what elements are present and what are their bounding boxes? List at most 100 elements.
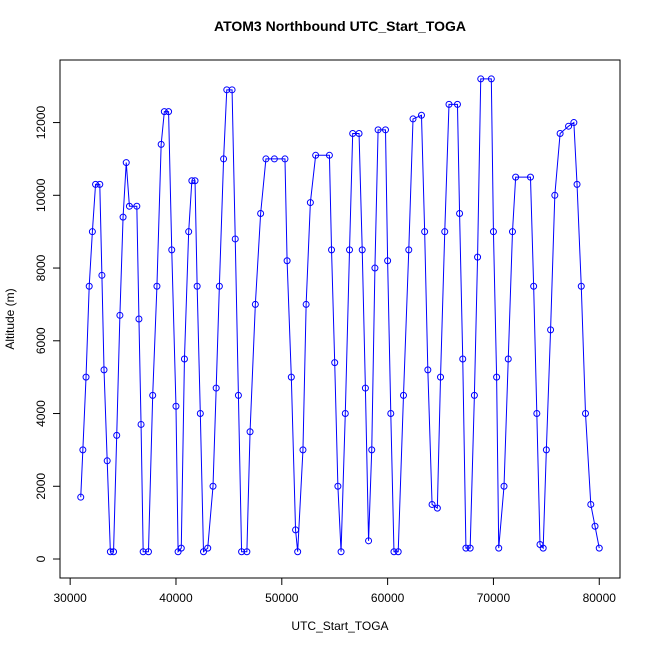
point <box>180 355 188 363</box>
point <box>526 173 534 181</box>
point <box>231 235 239 243</box>
point <box>328 246 336 254</box>
point <box>547 326 555 334</box>
point <box>371 264 379 272</box>
point <box>428 500 436 508</box>
point <box>556 129 564 137</box>
point <box>137 420 145 428</box>
point <box>441 228 449 236</box>
point <box>405 246 413 254</box>
point <box>368 446 376 454</box>
point <box>223 86 231 94</box>
point <box>453 100 461 108</box>
point <box>270 155 278 163</box>
series-line <box>80 78 600 554</box>
point <box>495 544 503 552</box>
point <box>209 482 217 490</box>
point <box>334 482 342 490</box>
point <box>199 548 207 556</box>
point <box>294 548 302 556</box>
point <box>122 159 130 167</box>
point <box>424 366 432 374</box>
point <box>92 180 100 188</box>
point <box>228 86 236 94</box>
point <box>82 373 90 381</box>
point <box>533 410 541 418</box>
point <box>390 548 398 556</box>
point <box>595 544 603 552</box>
point <box>193 282 201 290</box>
point <box>119 213 127 221</box>
point <box>149 391 157 399</box>
point <box>153 282 161 290</box>
point <box>530 282 538 290</box>
point <box>437 373 445 381</box>
point <box>157 140 165 148</box>
x-tick-label: 50000 <box>265 591 299 605</box>
point <box>582 410 590 418</box>
point <box>409 115 417 123</box>
point <box>98 271 106 279</box>
point <box>246 428 254 436</box>
point <box>283 257 291 265</box>
point <box>341 410 349 418</box>
point <box>168 246 176 254</box>
point <box>185 228 193 236</box>
point <box>365 537 373 545</box>
point <box>445 100 453 108</box>
y-tick-label: 0 <box>34 555 48 562</box>
point <box>587 500 595 508</box>
point <box>191 177 199 185</box>
point <box>573 180 581 188</box>
point <box>374 126 382 134</box>
point <box>188 177 196 185</box>
point <box>387 410 395 418</box>
point <box>177 544 185 552</box>
point <box>337 548 345 556</box>
point <box>172 402 180 410</box>
point <box>234 391 242 399</box>
point <box>116 311 124 319</box>
point <box>165 108 173 116</box>
y-tick-label: 2000 <box>34 473 48 500</box>
point <box>459 355 467 363</box>
point <box>500 482 508 490</box>
point <box>125 202 133 210</box>
point <box>508 228 516 236</box>
plot-frame <box>59 59 621 579</box>
y-tick-label: 12000 <box>34 106 48 140</box>
point <box>287 373 295 381</box>
point <box>489 228 497 236</box>
point <box>466 544 474 552</box>
point <box>591 522 599 530</box>
point <box>312 151 320 159</box>
point <box>394 548 402 556</box>
point <box>570 119 578 127</box>
point <box>88 228 96 236</box>
y-tick-label: 10000 <box>34 178 48 212</box>
point <box>106 548 114 556</box>
point <box>160 108 168 116</box>
point <box>384 257 392 265</box>
y-tick-label: 8000 <box>34 254 48 281</box>
point <box>302 300 310 308</box>
point <box>325 151 333 159</box>
point <box>257 209 265 217</box>
point <box>539 544 547 552</box>
point <box>417 111 425 119</box>
point <box>399 391 407 399</box>
point <box>299 446 307 454</box>
x-tick-label: 80000 <box>583 591 617 605</box>
point <box>262 155 270 163</box>
point <box>135 315 143 323</box>
chart-title: ATOM3 Northbound UTC_Start_TOGA <box>214 18 466 34</box>
y-tick-label: 4000 <box>34 400 48 427</box>
point <box>113 431 121 439</box>
x-tick-label: 30000 <box>53 591 87 605</box>
point <box>85 282 93 290</box>
y-tick-label: 6000 <box>34 327 48 354</box>
point <box>361 384 369 392</box>
point <box>504 355 512 363</box>
y-axis-label: Altitude (m) <box>3 288 17 349</box>
